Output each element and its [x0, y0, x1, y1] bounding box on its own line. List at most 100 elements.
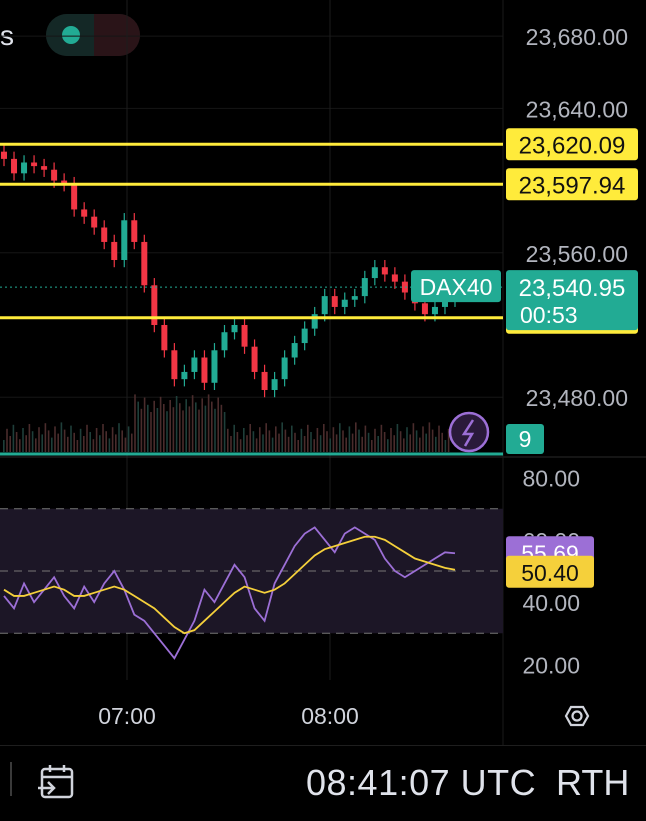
volume-bar: [134, 394, 136, 452]
wave-toggle[interactable]: ≈: [94, 14, 140, 56]
volume-bar: [313, 439, 315, 452]
session-button[interactable]: RTH: [556, 762, 630, 803]
calendar-goto-icon[interactable]: [36, 764, 76, 800]
volume-bar: [175, 396, 178, 452]
volume-bar: [377, 436, 379, 452]
volume-bar: [230, 436, 232, 452]
volume-bar: [143, 397, 146, 452]
volume-bar: [425, 433, 427, 452]
candle-body: [321, 296, 328, 315]
candle-body: [101, 227, 108, 242]
volume-bar: [319, 435, 322, 452]
volume-bar: [345, 437, 347, 452]
volume-bar: [67, 436, 69, 452]
volume-bar: [412, 423, 415, 452]
volume-bar: [447, 428, 450, 452]
indicator-toggle[interactable]: ≈: [46, 14, 140, 56]
candle-body: [351, 296, 358, 300]
volume-bar: [409, 434, 411, 452]
time-tick-label: 08:00: [301, 703, 359, 729]
volume-bar: [217, 397, 219, 452]
volume-bar: [201, 398, 203, 452]
volume-bar: [364, 425, 367, 452]
volume-bar: [150, 412, 152, 452]
candle-body: [71, 184, 78, 210]
volume-bar: [188, 406, 191, 452]
volume-bar: [316, 428, 319, 452]
volume-bar: [307, 424, 309, 452]
volume-bar: [15, 432, 18, 452]
volume-bar: [9, 436, 11, 452]
bottom-bar: 08:41:07 UTC RTH: [0, 745, 646, 821]
settings-icon-hex: [564, 705, 590, 727]
candle-body: [141, 241, 148, 286]
volume-bar: [25, 435, 27, 452]
volume-bar: [367, 432, 370, 452]
volume-bar: [239, 439, 242, 452]
flash-icon: [448, 411, 490, 453]
volume-bar: [361, 436, 363, 452]
volume-bar: [233, 424, 235, 452]
volume-bar: [191, 395, 194, 452]
volume-bar: [431, 429, 434, 452]
volume-bar: [153, 400, 155, 452]
candle-body: [441, 299, 448, 307]
candle-body: [31, 162, 38, 167]
level-price-badge: [506, 128, 638, 161]
volume-bar: [435, 436, 437, 452]
volume-bar: [310, 432, 312, 452]
volume-bar: [198, 409, 200, 452]
candle-body: [41, 166, 48, 170]
symbol-badge: [411, 270, 501, 303]
candle-body: [251, 346, 258, 372]
volume-bar: [351, 433, 354, 452]
price-chart[interactable]: 23,620.0923,597.9423,524.0023,680.0023,6…: [0, 0, 646, 745]
candle-body: [11, 158, 18, 174]
volume-bar: [44, 423, 47, 452]
candle-body: [121, 220, 128, 260]
level-price-label: 23,597.94: [519, 172, 626, 199]
candle-body: [61, 180, 68, 185]
volume-bar: [399, 431, 402, 452]
volume-bar: [348, 426, 351, 452]
status-toggle[interactable]: [46, 14, 94, 56]
volume-bar: [163, 404, 165, 452]
candle-body: [201, 357, 208, 383]
candle-body: [231, 325, 238, 333]
candle-body: [131, 220, 138, 242]
rsi-tick-label: 40.00: [522, 590, 580, 616]
candle-body: [301, 328, 308, 344]
volume-bar: [419, 437, 421, 452]
volume-bar: [393, 435, 395, 452]
candle-body: [311, 314, 318, 329]
volume-bar: [323, 424, 325, 452]
candle-body: [261, 371, 268, 390]
rsi-ma-label: 50.40: [521, 560, 579, 586]
volume-bar: [89, 432, 91, 452]
volume-bar: [441, 432, 443, 452]
volume-bar: [166, 411, 168, 452]
volume-bar: [332, 427, 335, 452]
volume-bar: [383, 432, 386, 452]
volume-bar: [57, 433, 59, 452]
candle-body: [181, 371, 188, 380]
candle-body: [421, 303, 428, 315]
volume-bar: [329, 438, 331, 452]
volume-bar: [259, 427, 261, 452]
rsi-tick-label: 80.00: [522, 466, 580, 492]
volume-bar: [115, 434, 117, 452]
volume-bar: [236, 432, 239, 452]
candle-body: [51, 169, 58, 181]
volume-bar: [76, 440, 79, 452]
level-price-label: 23,620.09: [519, 132, 626, 159]
volume-bar: [335, 434, 338, 452]
volume-bar: [118, 423, 120, 452]
candle-body: [221, 332, 228, 351]
volume-bar: [147, 404, 149, 452]
volume-bar: [438, 425, 440, 452]
settings-icon[interactable]: [564, 705, 590, 727]
volume-bar: [47, 430, 50, 452]
volume-bar: [79, 428, 82, 452]
price-tick-label: 23,560.00: [526, 241, 628, 267]
volume-bar: [284, 429, 287, 452]
